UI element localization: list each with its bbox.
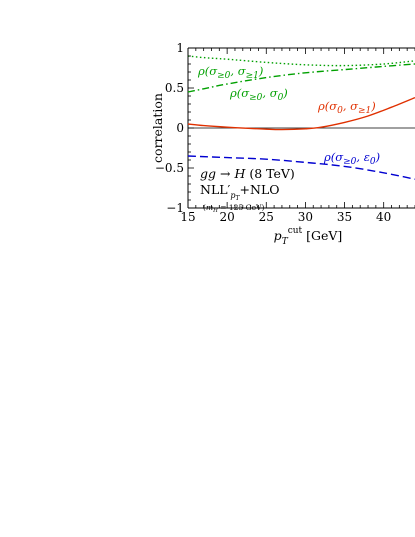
y-tick-label: −0.5 xyxy=(155,161,184,175)
series-line-0 xyxy=(187,55,415,67)
annotation-mass: (mH = 125 GeV) xyxy=(203,203,264,214)
x-tick-label: 35 xyxy=(337,210,352,224)
series-label-sigma-ge0-sigma-ge1: ρ(σ≥0, σ≥1) xyxy=(197,64,263,81)
x-tick-label: 15 xyxy=(180,210,195,224)
series-label-sigma0-sigma-ge1: ρ(σ0, σ≥1) xyxy=(317,99,376,116)
y-axis-title: correlation xyxy=(150,93,165,163)
x-tick-label: 25 xyxy=(259,210,274,224)
x-axis-title: pTcut [GeV] xyxy=(274,226,343,247)
y-tick-label: 0 xyxy=(176,121,184,135)
ticks-layer: 15 20 25 30 35 40 −1 −0.5 0 0.5 1 xyxy=(155,41,415,224)
annotation-process: gg → H (8 TeV) xyxy=(200,166,295,181)
series-label-sigma-ge0-sigma0: ρ(σ≥0, σ0) xyxy=(229,86,288,103)
series-line-2 xyxy=(187,96,415,131)
y-tick-label: 1 xyxy=(176,41,184,55)
series-line-1 xyxy=(187,63,415,93)
x-tick-label: 20 xyxy=(219,210,234,224)
x-tick-label: 30 xyxy=(298,210,313,224)
annotation-order: NLL′pT+NLO xyxy=(200,182,280,202)
series-line-3 xyxy=(187,155,415,180)
x-tick-label: 40 xyxy=(376,210,391,224)
series-layer xyxy=(187,55,415,180)
y-tick-label: 0.5 xyxy=(165,81,184,95)
series-label-sigma-ge0-eps0: ρ(σ≥0, ε0) xyxy=(323,150,380,167)
y-tick-label: −1 xyxy=(166,201,184,215)
